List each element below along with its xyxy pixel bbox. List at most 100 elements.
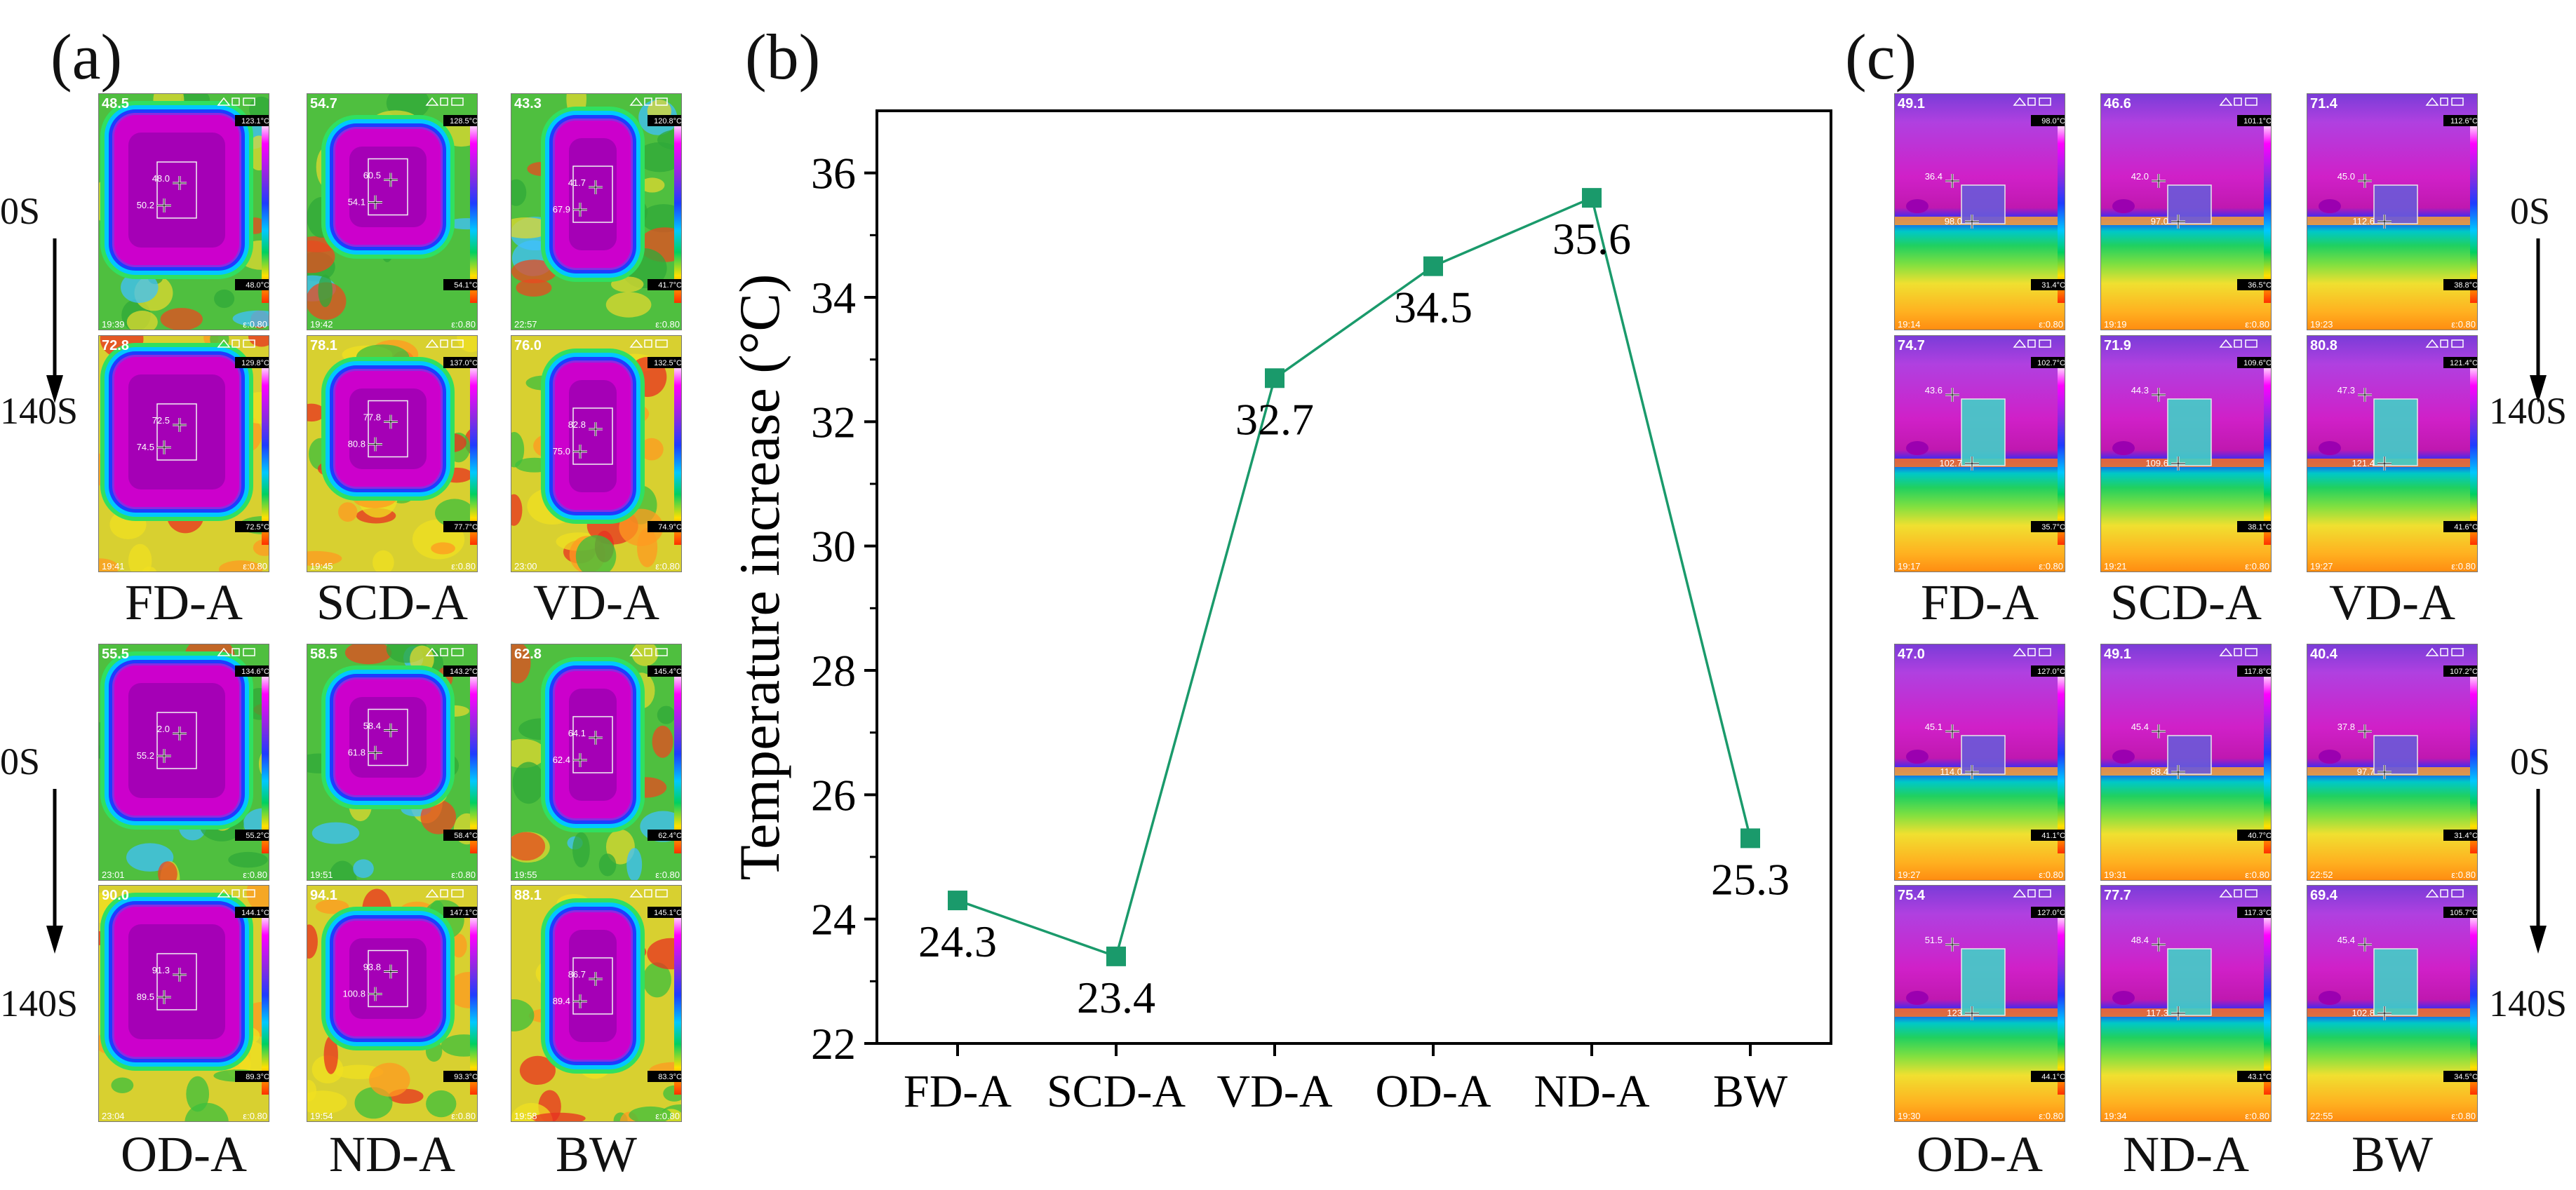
capture-time: 19:31 — [2104, 870, 2127, 880]
capture-time: 19:21 — [2104, 561, 2127, 572]
spot-temperature-label: 114.0 — [1940, 766, 1962, 777]
thermal-image-scd-a: 78.1 137.0°C 77.7°C 77.8 80.8 19:45 ε:0.80 — [307, 335, 478, 572]
top-temperature-readout: 49.1 — [2104, 647, 2131, 662]
emissivity-readout: ε:0.80 — [451, 870, 476, 880]
status-icons — [425, 647, 464, 656]
max-temperature-label: 105.7°C — [2450, 909, 2478, 917]
min-temperature-label: 38.1°C — [2248, 523, 2272, 532]
measurement-spot-marker — [173, 176, 187, 190]
y-tick-label: 26 — [811, 770, 856, 820]
max-temperature-label: 128.5°C — [450, 117, 478, 126]
min-temperature-label: 83.3°C — [658, 1073, 682, 1081]
emissivity-readout: ε:0.80 — [451, 561, 476, 572]
time-label-end: 140S — [2489, 982, 2568, 1025]
measurement-spot-marker — [157, 198, 171, 212]
top-temperature-readout: 80.8 — [2310, 338, 2337, 353]
max-temperature-label: 137.0°C — [450, 359, 478, 367]
time-label-end: 140S — [0, 982, 79, 1025]
max-temperature-label: 101.1°C — [2243, 117, 2272, 126]
x-tick-label: FD-A — [904, 1066, 1012, 1117]
spot-temperature-label: 48.0 — [152, 173, 170, 184]
emissivity-readout: ε:0.80 — [2451, 319, 2476, 330]
thermal-image-fd-a: 74.7 102.7°C 35.7°C 43.6 102.7 19:17 ε:0.80 — [1894, 335, 2065, 572]
top-temperature-readout: 62.8 — [514, 647, 542, 662]
capture-time: 19:39 — [102, 319, 125, 330]
top-temperature-readout: 94.1 — [310, 888, 337, 903]
sample-column — [2373, 398, 2418, 466]
top-temperature-readout: 74.7 — [1898, 338, 1925, 353]
sample-column — [1961, 184, 2006, 224]
measurement-spot-marker — [2377, 457, 2391, 471]
emissivity-readout: ε:0.80 — [243, 319, 267, 330]
spot-temperature-label: 121.4 — [2352, 458, 2375, 468]
time-label-end: 140S — [2489, 390, 2568, 432]
x-tick-label: OD-A — [1376, 1066, 1491, 1117]
measurement-spot-marker — [368, 437, 382, 452]
capture-time: 19:54 — [310, 1111, 333, 1121]
min-temperature-label: 55.2°C — [246, 832, 269, 840]
spot-temperature-label: 67.9 — [553, 204, 570, 215]
max-temperature-label: 147.1°C — [450, 909, 478, 917]
min-temperature-label: 43.1°C — [2248, 1073, 2272, 1081]
measurement-spot-marker — [384, 723, 398, 738]
y-tick-label: 30 — [811, 522, 856, 572]
sample-hotspot — [100, 651, 253, 830]
time-label-end: 140S — [0, 390, 79, 432]
measurement-spot-marker — [2152, 174, 2166, 188]
measurement-spot-marker — [2171, 765, 2185, 779]
top-temperature-readout: 72.8 — [102, 338, 129, 353]
spot-temperature-label: 86.7 — [568, 969, 586, 980]
capture-time: 19:19 — [2104, 319, 2127, 330]
top-temperature-readout: 48.5 — [102, 96, 129, 111]
sample-hotspot — [100, 893, 253, 1071]
sample-column — [1961, 948, 2006, 1016]
thermal-image-bw: 69.4 105.7°C 34.5°C 45.4 102.8 22:55 ε:0.80 — [2307, 885, 2478, 1122]
top-temperature-readout: 58.5 — [310, 647, 337, 662]
x-tick-label: VD-A — [1217, 1066, 1333, 1117]
capture-time: 19:45 — [310, 561, 333, 572]
measurement-spot-marker — [2377, 1006, 2391, 1020]
min-temperature-label: 44.1°C — [2041, 1073, 2065, 1081]
measurement-spot-marker — [2358, 388, 2372, 402]
temperature-increase-chart: 22 24 26 28 30 32 34 36 FD-A SCD-A VD-A OD-A ND-A BW T… — [727, 109, 1832, 1117]
capture-time: 19:55 — [514, 870, 537, 880]
top-temperature-readout: 43.3 — [514, 96, 542, 111]
thermal-image-od-a: 47.0 127.0°C 41.1°C 45.1 114.0 19:27 ε:0.80 — [1894, 644, 2065, 881]
data-label: 24.3 — [918, 917, 997, 966]
max-temperature-label: 98.0°C — [2041, 117, 2065, 126]
data-point-marker — [1740, 828, 1760, 848]
data-point-marker — [1106, 946, 1126, 966]
top-temperature-readout: 55.5 — [102, 647, 129, 662]
y-tick-label: 24 — [811, 895, 856, 945]
emissivity-readout: ε:0.80 — [2451, 561, 2476, 572]
max-temperature-label: 129.8°C — [241, 359, 269, 367]
spot-temperature-label: 112.6 — [2352, 216, 2375, 226]
min-temperature-label: 54.1°C — [454, 281, 478, 290]
time-arrow-icon — [2530, 789, 2547, 954]
top-temperature-readout: 75.4 — [1898, 888, 1926, 903]
min-temperature-label: 77.7°C — [454, 523, 478, 532]
min-temperature-label: 41.1°C — [2041, 832, 2065, 840]
sample-hotspot — [541, 349, 645, 524]
spot-temperature-label: 102.7 — [1939, 458, 1962, 468]
y-axis-label: Temperature increase (°C) — [727, 274, 791, 881]
capture-time: 19:27 — [1898, 870, 1921, 880]
top-temperature-readout: 49.1 — [1898, 96, 1925, 111]
capture-time: 23:01 — [102, 870, 125, 880]
status-icons — [217, 339, 255, 348]
max-temperature-label: 117.3°C — [2244, 909, 2272, 917]
spot-temperature-label: 54.1 — [348, 197, 365, 208]
y-tick-label: 32 — [811, 397, 856, 447]
sample-hotspot — [541, 657, 645, 832]
thermal-image-nd-a: 94.1 147.1°C 93.3°C 93.8 100.8 19:54 ε:0.80 — [307, 885, 478, 1122]
min-temperature-label: 41.7°C — [658, 281, 682, 290]
min-temperature-label: 36.5°C — [2248, 281, 2272, 290]
data-label: 32.7 — [1235, 394, 1314, 444]
min-temperature-label: 58.4°C — [454, 832, 478, 840]
thermal-image-od-a: 55.5 134.6°C 55.2°C 2.0 55.2 23:01 ε:0.80 — [98, 644, 269, 881]
min-temperature-label: 48.0°C — [246, 281, 269, 290]
thermal-image-vd-a: 76.0 132.5°C 74.9°C 82.8 75.0 23:00 ε:0.80 — [511, 335, 682, 572]
max-temperature-label: 132.5°C — [654, 359, 682, 367]
spot-temperature-label: 72.5 — [152, 415, 170, 426]
top-temperature-readout: 54.7 — [310, 96, 337, 111]
